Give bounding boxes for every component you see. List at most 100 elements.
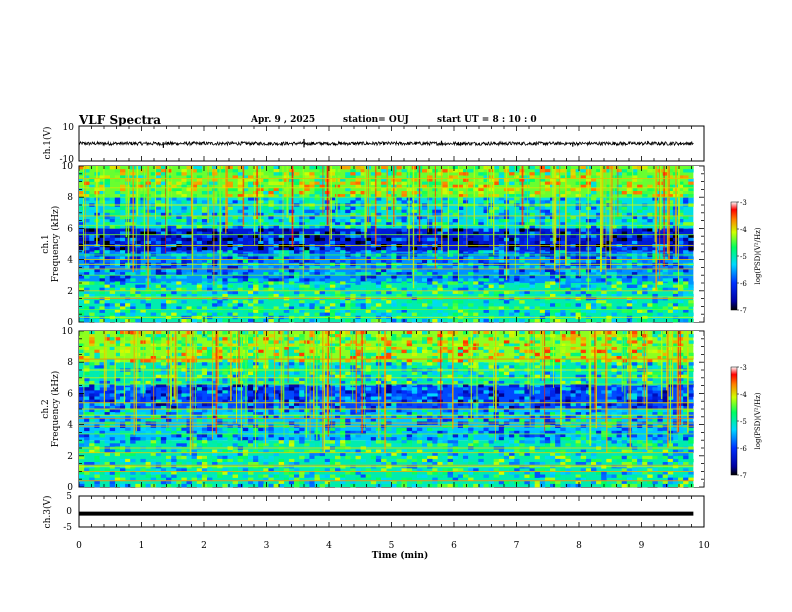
spectrogram-cell	[534, 346, 541, 350]
spectrogram-cell	[575, 256, 581, 260]
spectrogram-cell	[683, 284, 689, 288]
spectrogram-cell	[273, 231, 279, 235]
spectrogram-cell	[140, 300, 146, 304]
spectrogram-cell	[539, 222, 546, 226]
spectrogram-cell	[288, 209, 295, 214]
spectrogram-cell	[396, 209, 402, 214]
spectrogram-cell	[114, 169, 121, 173]
spectrogram-cell	[329, 287, 336, 292]
spectrogram-cell	[248, 184, 254, 189]
spectrogram-cell	[401, 303, 407, 307]
spectrogram-cell	[201, 281, 208, 285]
spectrogram-cell	[442, 312, 448, 316]
spectrogram-cell	[678, 206, 684, 210]
spectrogram-cell	[160, 206, 167, 210]
spectrogram-cell	[288, 349, 295, 354]
spectrogram-cell	[683, 365, 689, 369]
spectrogram-cell	[539, 231, 546, 235]
spectrogram-cell	[422, 371, 428, 375]
spectrogram-cell	[375, 184, 382, 189]
spectrogram-cell	[232, 169, 238, 173]
spectrogram-cell	[427, 300, 433, 304]
spectrogram-cell	[652, 259, 658, 263]
spectrogram-cell	[575, 284, 581, 288]
spectrogram-cell	[509, 175, 515, 179]
spectrogram-cell	[288, 250, 295, 254]
spectrogram-cell	[457, 309, 464, 313]
spectrogram-cell	[273, 312, 279, 316]
spectrogram-cell	[637, 349, 643, 354]
spectrogram-cell	[176, 272, 182, 276]
spectrogram-cell	[642, 265, 648, 270]
spectrogram-cell	[411, 318, 418, 323]
spectrogram-cell	[196, 178, 203, 182]
spectrogram-cell	[304, 396, 310, 400]
spectrogram-cell	[160, 209, 167, 214]
spectrogram-cell	[580, 184, 587, 189]
spectrogram-cell	[258, 306, 264, 310]
spectrogram-cell	[642, 234, 648, 238]
spectrogram-cell	[212, 166, 218, 170]
spectrogram-cell	[155, 228, 162, 232]
spectrogram-cell	[463, 349, 469, 354]
spectrogram-cell	[386, 237, 392, 242]
spectrogram-cell	[555, 318, 561, 323]
spectrogram-cell	[253, 194, 259, 198]
spectrogram-cell	[135, 396, 141, 400]
spectrogram-cell	[555, 215, 561, 220]
spectrogram-cell	[99, 237, 105, 242]
spectrogram-cell	[201, 293, 208, 298]
spectrogram-cell	[678, 272, 684, 276]
spectrogram-cell	[534, 334, 541, 338]
spectrogram-cell	[498, 300, 505, 304]
spectrogram-cell	[299, 303, 305, 307]
spectrogram-cell	[591, 197, 597, 201]
spectrogram-cell	[242, 312, 249, 316]
spectrogram-cell	[186, 212, 192, 217]
spectrogram-cell	[555, 166, 561, 170]
spectrogram-cell	[263, 237, 269, 242]
spectrogram-cell	[212, 290, 218, 295]
spectrogram-cell	[416, 300, 423, 304]
spectrogram-cell	[447, 181, 453, 185]
spectrogram-cell	[340, 206, 346, 210]
spectrogram-cell	[283, 346, 290, 350]
spectrogram-cell	[447, 290, 453, 295]
spectrogram-cell	[166, 300, 172, 304]
spectrogram-cell	[340, 256, 346, 260]
spectrogram-cell	[329, 309, 336, 313]
spectrogram-cell	[99, 384, 105, 388]
spectrogram-cell	[309, 259, 315, 263]
spectrogram-cell	[662, 256, 669, 260]
spectrogram-cell	[196, 374, 203, 379]
spectrogram-cell	[258, 393, 264, 397]
spectrogram-cell	[273, 365, 279, 369]
spectrogram-cell	[683, 374, 689, 379]
spectrogram-cell	[299, 346, 305, 350]
spectrogram-cell	[452, 272, 459, 276]
spectrogram-cell	[191, 312, 197, 316]
spectrogram-cell	[166, 234, 172, 238]
spectrogram-cell	[181, 384, 187, 388]
spectrogram-cell	[463, 225, 469, 229]
spectrogram-cell	[386, 225, 392, 229]
spectrogram-cell	[283, 284, 290, 288]
spectrogram-cell	[555, 169, 561, 173]
spectrogram-cell	[171, 197, 177, 201]
spectrogram-cell	[498, 312, 505, 316]
spectrogram-cell	[114, 300, 121, 304]
spectrogram-cell	[529, 346, 535, 350]
spectrogram-cell	[166, 402, 172, 407]
spectrogram-cell	[591, 237, 597, 242]
spectrogram-cell	[237, 247, 244, 251]
spectrogram-cell	[355, 265, 361, 270]
spectrogram-cell	[370, 181, 377, 185]
spectrogram-cell	[550, 318, 556, 323]
spectrogram-cell	[688, 293, 694, 298]
spectrogram-cell	[447, 343, 453, 347]
spectrogram-cell	[288, 172, 295, 176]
spectrogram-cell	[498, 187, 505, 192]
spectrogram-cell	[304, 191, 310, 195]
spectrogram-cell	[125, 309, 131, 313]
spectrogram-cell	[585, 293, 592, 298]
